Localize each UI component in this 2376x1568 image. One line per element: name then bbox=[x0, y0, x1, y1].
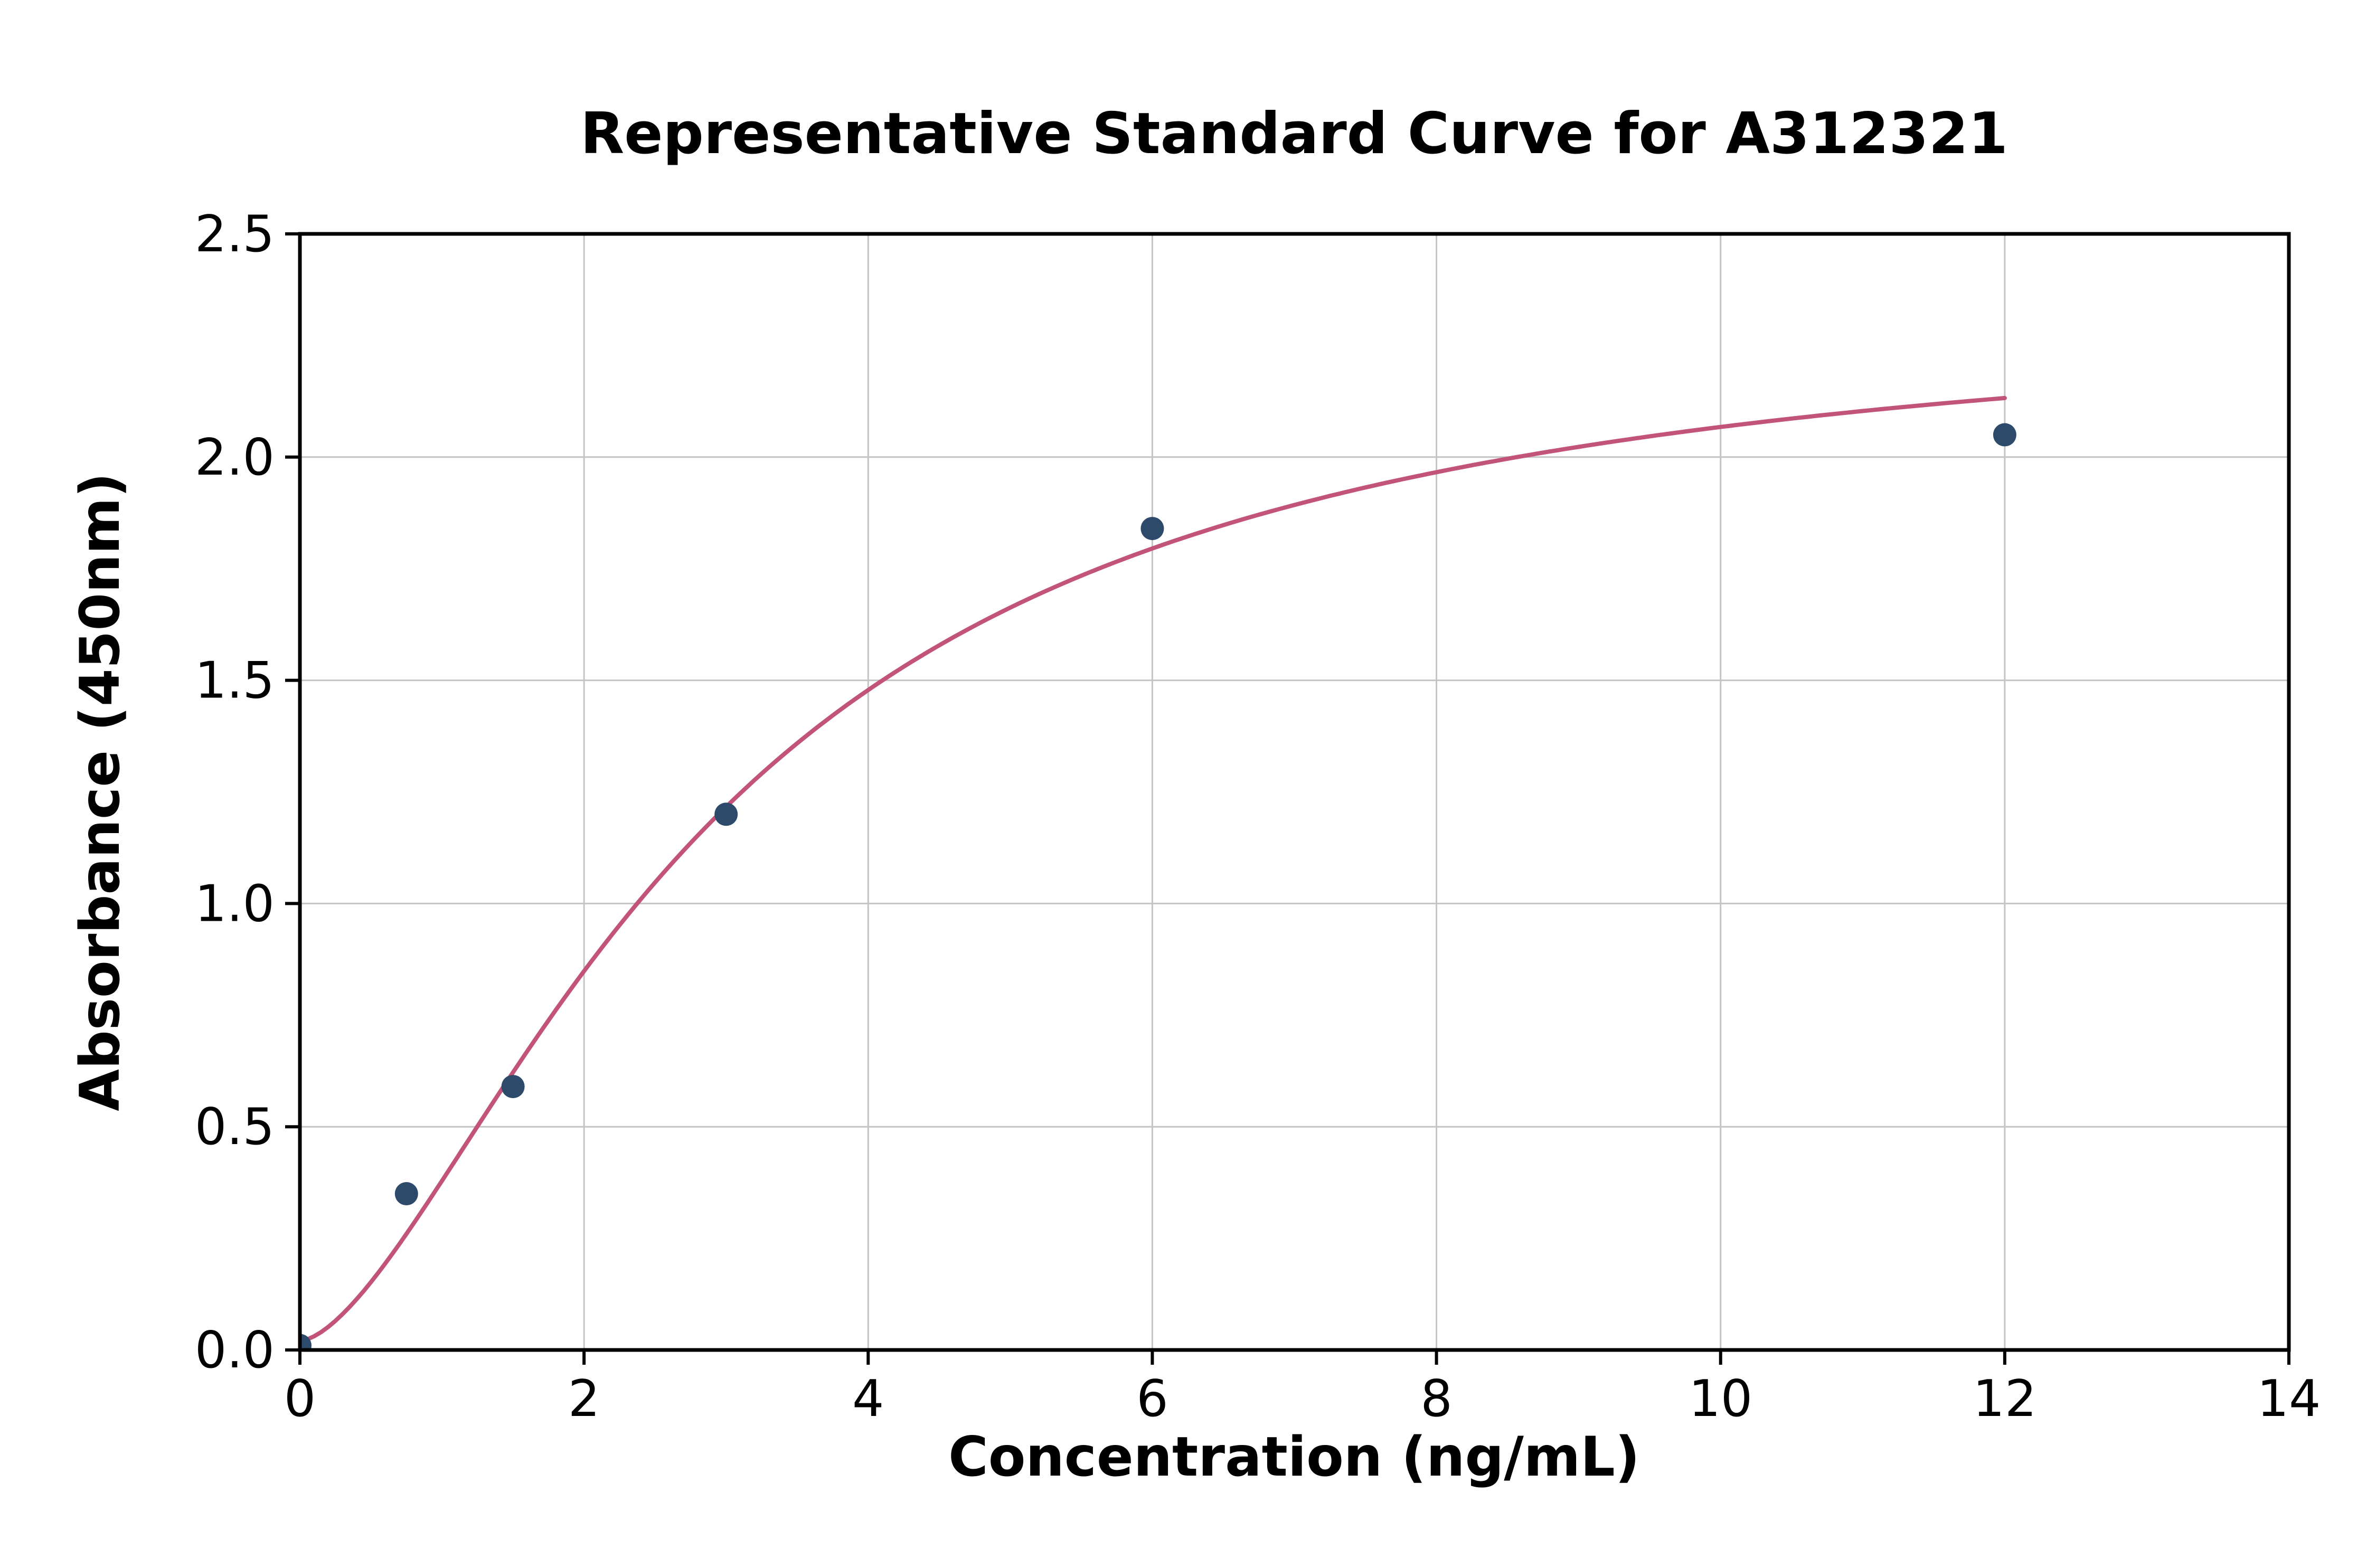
data-point bbox=[1140, 517, 1164, 541]
x-tick-label: 2 bbox=[568, 1370, 600, 1428]
data-point bbox=[501, 1075, 525, 1099]
x-tick-label: 14 bbox=[2257, 1370, 2321, 1428]
tick-labels: 0 2 4 6 8 10 12 14 0.0 0.5 1.0 1.5 2.0 2.5 bbox=[195, 205, 2321, 1428]
y-tick-label: 1.5 bbox=[195, 652, 275, 710]
x-tick-label: 10 bbox=[1689, 1370, 1752, 1428]
y-tick-label: 0.0 bbox=[195, 1321, 275, 1380]
x-tick-label: 0 bbox=[284, 1370, 316, 1428]
x-axis-label: Concentration (ng/mL) bbox=[948, 1425, 1640, 1489]
x-tick-label: 4 bbox=[852, 1370, 884, 1428]
y-axis-label: Absorbance (450nm) bbox=[69, 473, 132, 1111]
y-tick-label: 0.5 bbox=[195, 1098, 275, 1156]
plot-area: 0 2 4 6 8 10 12 14 0.0 0.5 1.0 1.5 2.0 2.5 bbox=[195, 205, 2321, 1428]
data-point bbox=[1993, 423, 2016, 447]
axes-background bbox=[300, 234, 2289, 1350]
x-tick-label: 12 bbox=[1973, 1370, 2036, 1428]
data-points bbox=[300, 423, 2016, 1350]
x-tick-label: 8 bbox=[1420, 1370, 1452, 1428]
fit-curve bbox=[300, 395, 2007, 1344]
axes-spines bbox=[298, 232, 2291, 1352]
y-tick-label: 2.0 bbox=[195, 429, 275, 487]
data-point bbox=[714, 802, 738, 826]
x-tick-label: 6 bbox=[1136, 1370, 1168, 1428]
y-tick-label: 2.5 bbox=[195, 205, 275, 263]
data-point bbox=[300, 1334, 312, 1350]
y-tick-label: 1.0 bbox=[195, 875, 275, 933]
chart-title: Representative Standard Curve for A31232… bbox=[580, 101, 2008, 167]
tick-marks bbox=[285, 232, 2290, 1365]
data-point bbox=[394, 1182, 418, 1206]
